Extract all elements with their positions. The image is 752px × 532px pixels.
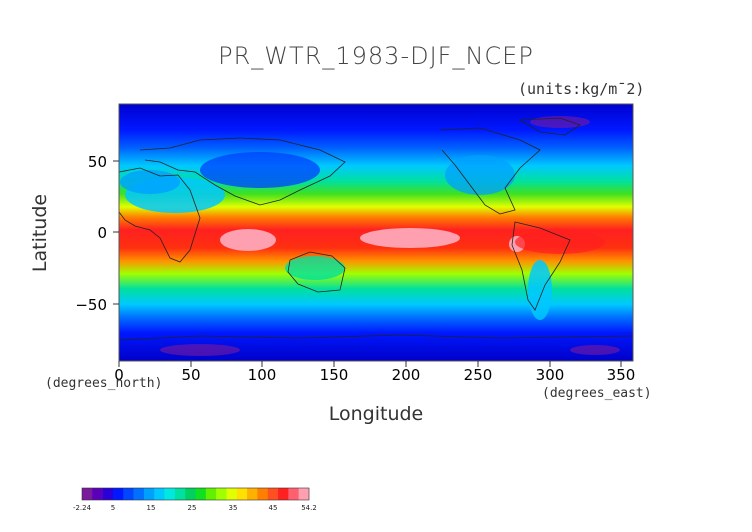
africa-coast xyxy=(119,167,201,263)
andes-dry xyxy=(528,260,552,320)
south-america-moist xyxy=(515,230,605,254)
north-america-dry xyxy=(445,155,515,195)
indian-ocean-max xyxy=(220,229,276,251)
asia-dry xyxy=(200,152,320,188)
x-tick-label: 350 xyxy=(607,366,636,384)
colorbar-swatch xyxy=(288,488,299,500)
colorbar-swatch xyxy=(195,488,207,500)
south-america-coast xyxy=(511,221,571,311)
colorbar-swatch xyxy=(154,488,165,500)
x-tick-label: 50 xyxy=(181,366,200,384)
y-tick-label: −50 xyxy=(75,296,107,314)
y-axis-note: (degrees_north) xyxy=(45,376,163,391)
colorbar xyxy=(81,487,310,501)
greenland-coast xyxy=(518,117,581,136)
colorbar-swatch xyxy=(112,488,124,500)
colorbar-labels: -2.24 5 15 25 35 45 54.2 xyxy=(73,504,317,512)
colorbar-swatch xyxy=(257,488,269,500)
australia-dry xyxy=(285,256,345,280)
colorbar-swatch xyxy=(267,488,279,500)
y-axis-label: Latitude xyxy=(29,193,51,273)
north-africa-dry xyxy=(120,170,180,194)
colorbar-label: 45 xyxy=(269,504,278,512)
colorbar-swatch xyxy=(278,488,289,500)
colorbar-swatch xyxy=(164,488,176,500)
colorbar-swatch xyxy=(226,488,238,500)
x-tick-label: 200 xyxy=(392,366,421,384)
x-tick-marks xyxy=(118,361,622,367)
y-tick-marks xyxy=(113,160,119,305)
coastlines xyxy=(119,117,633,341)
colorbar-frame xyxy=(81,487,310,501)
colorbar-swatch xyxy=(247,488,258,500)
australia-coast xyxy=(287,251,346,293)
x-axis-note: (degrees_east) xyxy=(542,386,652,401)
y-tick-label: 50 xyxy=(88,153,107,171)
colorbar-swatch xyxy=(92,488,103,500)
colorbar-label: -2.24 xyxy=(73,504,92,512)
chart-title: PR_WTR_1983-DJF_NCEP xyxy=(218,42,534,70)
x-tick-label: 300 xyxy=(536,366,565,384)
colorbar-swatch xyxy=(123,488,134,500)
colorbar-swatch xyxy=(236,488,248,500)
colorbar-swatch xyxy=(143,488,155,500)
units-label: (units:kg/m¯2) xyxy=(518,80,645,98)
x-tick-label: 250 xyxy=(464,366,493,384)
colorbar-swatch xyxy=(205,488,217,500)
x-tick-label: 100 xyxy=(248,366,277,384)
x-tick-label: 0 xyxy=(114,366,124,384)
antarctic-min-2 xyxy=(570,345,620,355)
colorbar-swatch xyxy=(102,488,114,500)
antarctica-coast xyxy=(119,334,633,341)
north-america-coast xyxy=(439,127,541,215)
pacific-max xyxy=(360,228,460,248)
y-tick-label: 0 xyxy=(97,224,107,242)
colorbar-swatch xyxy=(216,488,227,500)
colorbar-label: 25 xyxy=(188,504,197,512)
colorbar-label: 15 xyxy=(147,504,156,512)
colorbar-swatch xyxy=(185,488,196,500)
colorbar-swatch xyxy=(174,488,186,500)
antarctic-min xyxy=(160,344,240,356)
colorbar-swatch xyxy=(133,488,145,500)
colorbar-label: 54.2 xyxy=(301,504,317,512)
colorbar-swatch xyxy=(298,488,310,500)
x-tick-label: 150 xyxy=(320,366,349,384)
x-axis-label: Longitude xyxy=(328,403,424,425)
colorbar-label: 5 xyxy=(111,504,115,512)
eurasia-coast xyxy=(139,137,346,206)
colorbar-label: 35 xyxy=(229,504,238,512)
heatmap-field xyxy=(119,104,633,361)
colorbar-swatch xyxy=(82,488,93,500)
